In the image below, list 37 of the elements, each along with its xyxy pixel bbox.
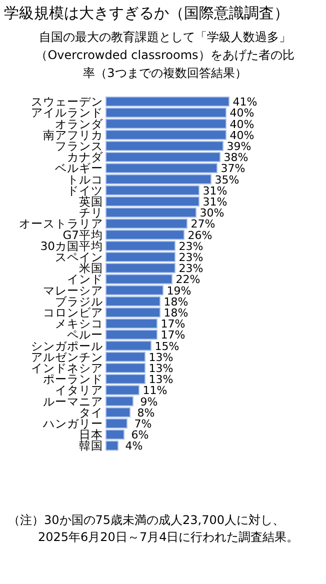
data-label: 27% <box>190 218 216 231</box>
data-label: 22% <box>176 273 200 286</box>
data-label: 13% <box>148 350 174 364</box>
data-label: 39% <box>226 140 252 153</box>
data-label: 40% <box>230 118 254 131</box>
data-label: 17% <box>160 318 186 331</box>
data-label: 26% <box>188 228 212 242</box>
y-tick-label: 韓国 <box>79 438 103 453</box>
data-label: 9% <box>140 395 158 408</box>
data-label: 40% <box>230 106 254 120</box>
chart-title: 学級規模は大きすぎるか（国際意識調査） <box>4 4 289 23</box>
data-label: 23% <box>178 262 204 276</box>
data-label: 8% <box>137 406 155 420</box>
data-label: 41% <box>232 96 258 109</box>
data-label: 30% <box>200 206 224 220</box>
data-label: 13% <box>148 362 174 375</box>
data-label: 23% <box>178 240 204 253</box>
data-label: 15% <box>154 340 180 353</box>
data-label: 38% <box>224 151 248 164</box>
data-label: 7% <box>134 417 152 430</box>
data-label: 37% <box>220 162 246 176</box>
chart-subtitle: 自国の最大の教育課題として「学級人数過多」（Overcrowded classrooms）をあげた者の比率（3つまでの複数回答結果） <box>34 29 296 82</box>
text: （注）30か国の75歳未満の成人23,700人に対し、2025年6月20日～7月4日に行われた調査結果。 <box>8 512 300 546</box>
data-label: 18% <box>164 306 188 320</box>
data-label: 31% <box>202 184 228 198</box>
data-label: 18% <box>164 295 188 308</box>
data-label: 17% <box>160 328 186 342</box>
data-label: 23% <box>178 250 204 264</box>
data-label: 11% <box>142 384 168 398</box>
data-label: 40% <box>230 128 254 142</box>
data-label: 31% <box>202 195 228 208</box>
data-label: 6% <box>131 428 149 442</box>
data-label: 19% <box>166 284 192 298</box>
data-label: 35% <box>214 173 240 186</box>
data-label: 4% <box>125 440 143 453</box>
data-label: 13% <box>148 373 174 386</box>
y-tick-label: タイ <box>79 405 103 420</box>
